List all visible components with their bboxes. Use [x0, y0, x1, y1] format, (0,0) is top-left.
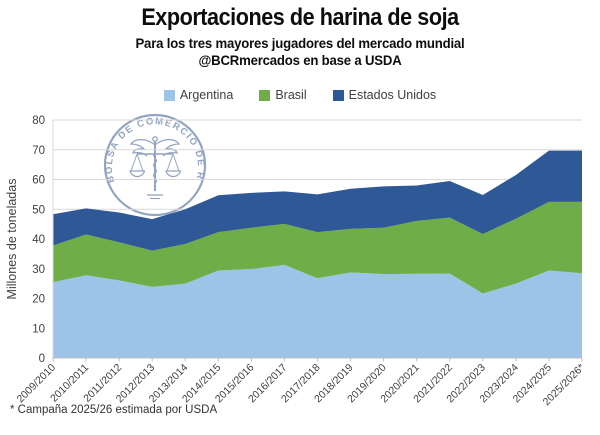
- chart-attribution: @BCRmercados en base a USDA: [198, 52, 402, 68]
- area-estados-unidos: [53, 150, 582, 251]
- svg-text:40: 40: [32, 234, 45, 246]
- legend-swatch-icon: [163, 89, 175, 101]
- chart-subtitle: Para los tres mayores jugadores del merc…: [135, 35, 465, 51]
- chart-header: Exportaciones de harina de soja Para los…: [0, 4, 600, 68]
- legend-item-brasil: Brasil: [259, 88, 307, 102]
- area-argentina: [53, 264, 582, 358]
- legend-label: Argentina: [179, 88, 234, 102]
- legend-label: Brasil: [275, 88, 307, 102]
- chart-title: Exportaciones de harina de soja: [141, 4, 459, 31]
- svg-text:0: 0: [39, 353, 45, 365]
- legend-swatch-icon: [332, 89, 344, 101]
- svg-text:30: 30: [32, 264, 45, 276]
- chart-legend: Argentina Brasil Estados Unidos: [0, 88, 600, 102]
- svg-text:50: 50: [32, 204, 45, 216]
- legend-item-estados-unidos: Estados Unidos: [332, 88, 437, 102]
- chart-footnote: * Campaña 2025/26 estimada por USDA: [10, 404, 218, 416]
- svg-text:60: 60: [32, 175, 45, 187]
- bcr-seal-watermark-icon: BOLSA DE COMERCIO DE ROSARIO: [101, 111, 207, 217]
- svg-text:20: 20: [32, 294, 45, 306]
- legend-swatch-icon: [259, 89, 271, 101]
- legend-label: Estados Unidos: [348, 88, 437, 102]
- y-axis-title: Millones de toneladas: [5, 179, 19, 300]
- axes: [52, 120, 583, 362]
- svg-text:70: 70: [32, 145, 45, 157]
- area-brasil: [53, 201, 582, 294]
- svg-text:10: 10: [32, 323, 45, 335]
- y-axis-tick-labels: 0 10 20 30 40 50 60 70 80: [32, 115, 45, 365]
- svg-text:80: 80: [32, 115, 45, 127]
- stacked-areas: [53, 150, 582, 358]
- x-axis-tick-labels: 2009/20102010/20112011/20122012/20132013…: [15, 362, 588, 409]
- legend-item-argentina: Argentina: [163, 88, 234, 102]
